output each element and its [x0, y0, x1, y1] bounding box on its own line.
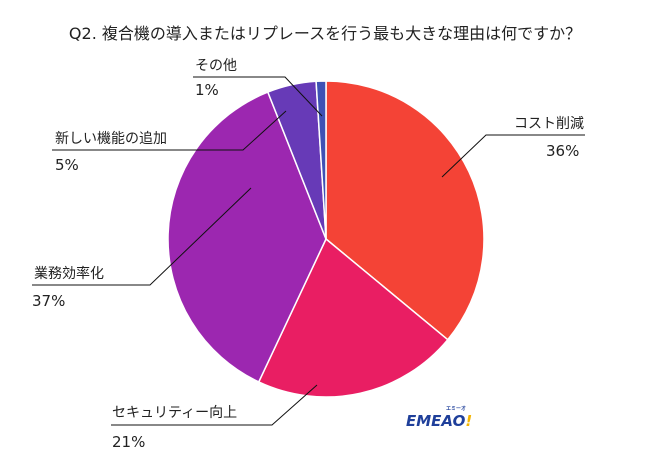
label-cost-name: コスト削減	[514, 116, 584, 132]
emeao-logo: EMEAO! エミーオ	[406, 406, 473, 430]
leader-lines	[32, 76, 585, 426]
pie-slice-security	[257, 237, 449, 398]
pie-slice-cost	[325, 80, 485, 341]
label-features-pct: 5%	[55, 156, 79, 174]
label-other-pct: 1%	[195, 81, 219, 99]
label-features-name: 新しい機能の追加	[55, 131, 167, 147]
leader-line-security	[111, 384, 318, 426]
label-security-name: セキュリティー向上	[112, 405, 238, 421]
leader-line-features	[52, 110, 287, 151]
chart-title: Q2. 複合機の導入またはリプレースを行う最も大きな理由は何ですか？	[68, 24, 582, 43]
pie-slice-efficiency	[167, 91, 327, 383]
leader-line-efficiency	[32, 187, 252, 286]
label-cost-pct: 36%	[546, 142, 580, 160]
label-efficiency-pct: 37%	[32, 292, 66, 310]
logo-text: EMEAO	[406, 412, 466, 430]
label-security-pct: 21%	[112, 433, 146, 451]
leader-line-other	[193, 76, 323, 117]
label-efficiency-name: 業務効率化	[34, 266, 104, 282]
leader-line-cost	[441, 134, 585, 178]
logo-kana: エミーオ	[446, 406, 467, 412]
label-other-name: その他	[195, 58, 237, 74]
logo-mark: !	[465, 412, 473, 430]
pie-slices	[167, 80, 485, 398]
pie-slice-other	[315, 80, 327, 240]
